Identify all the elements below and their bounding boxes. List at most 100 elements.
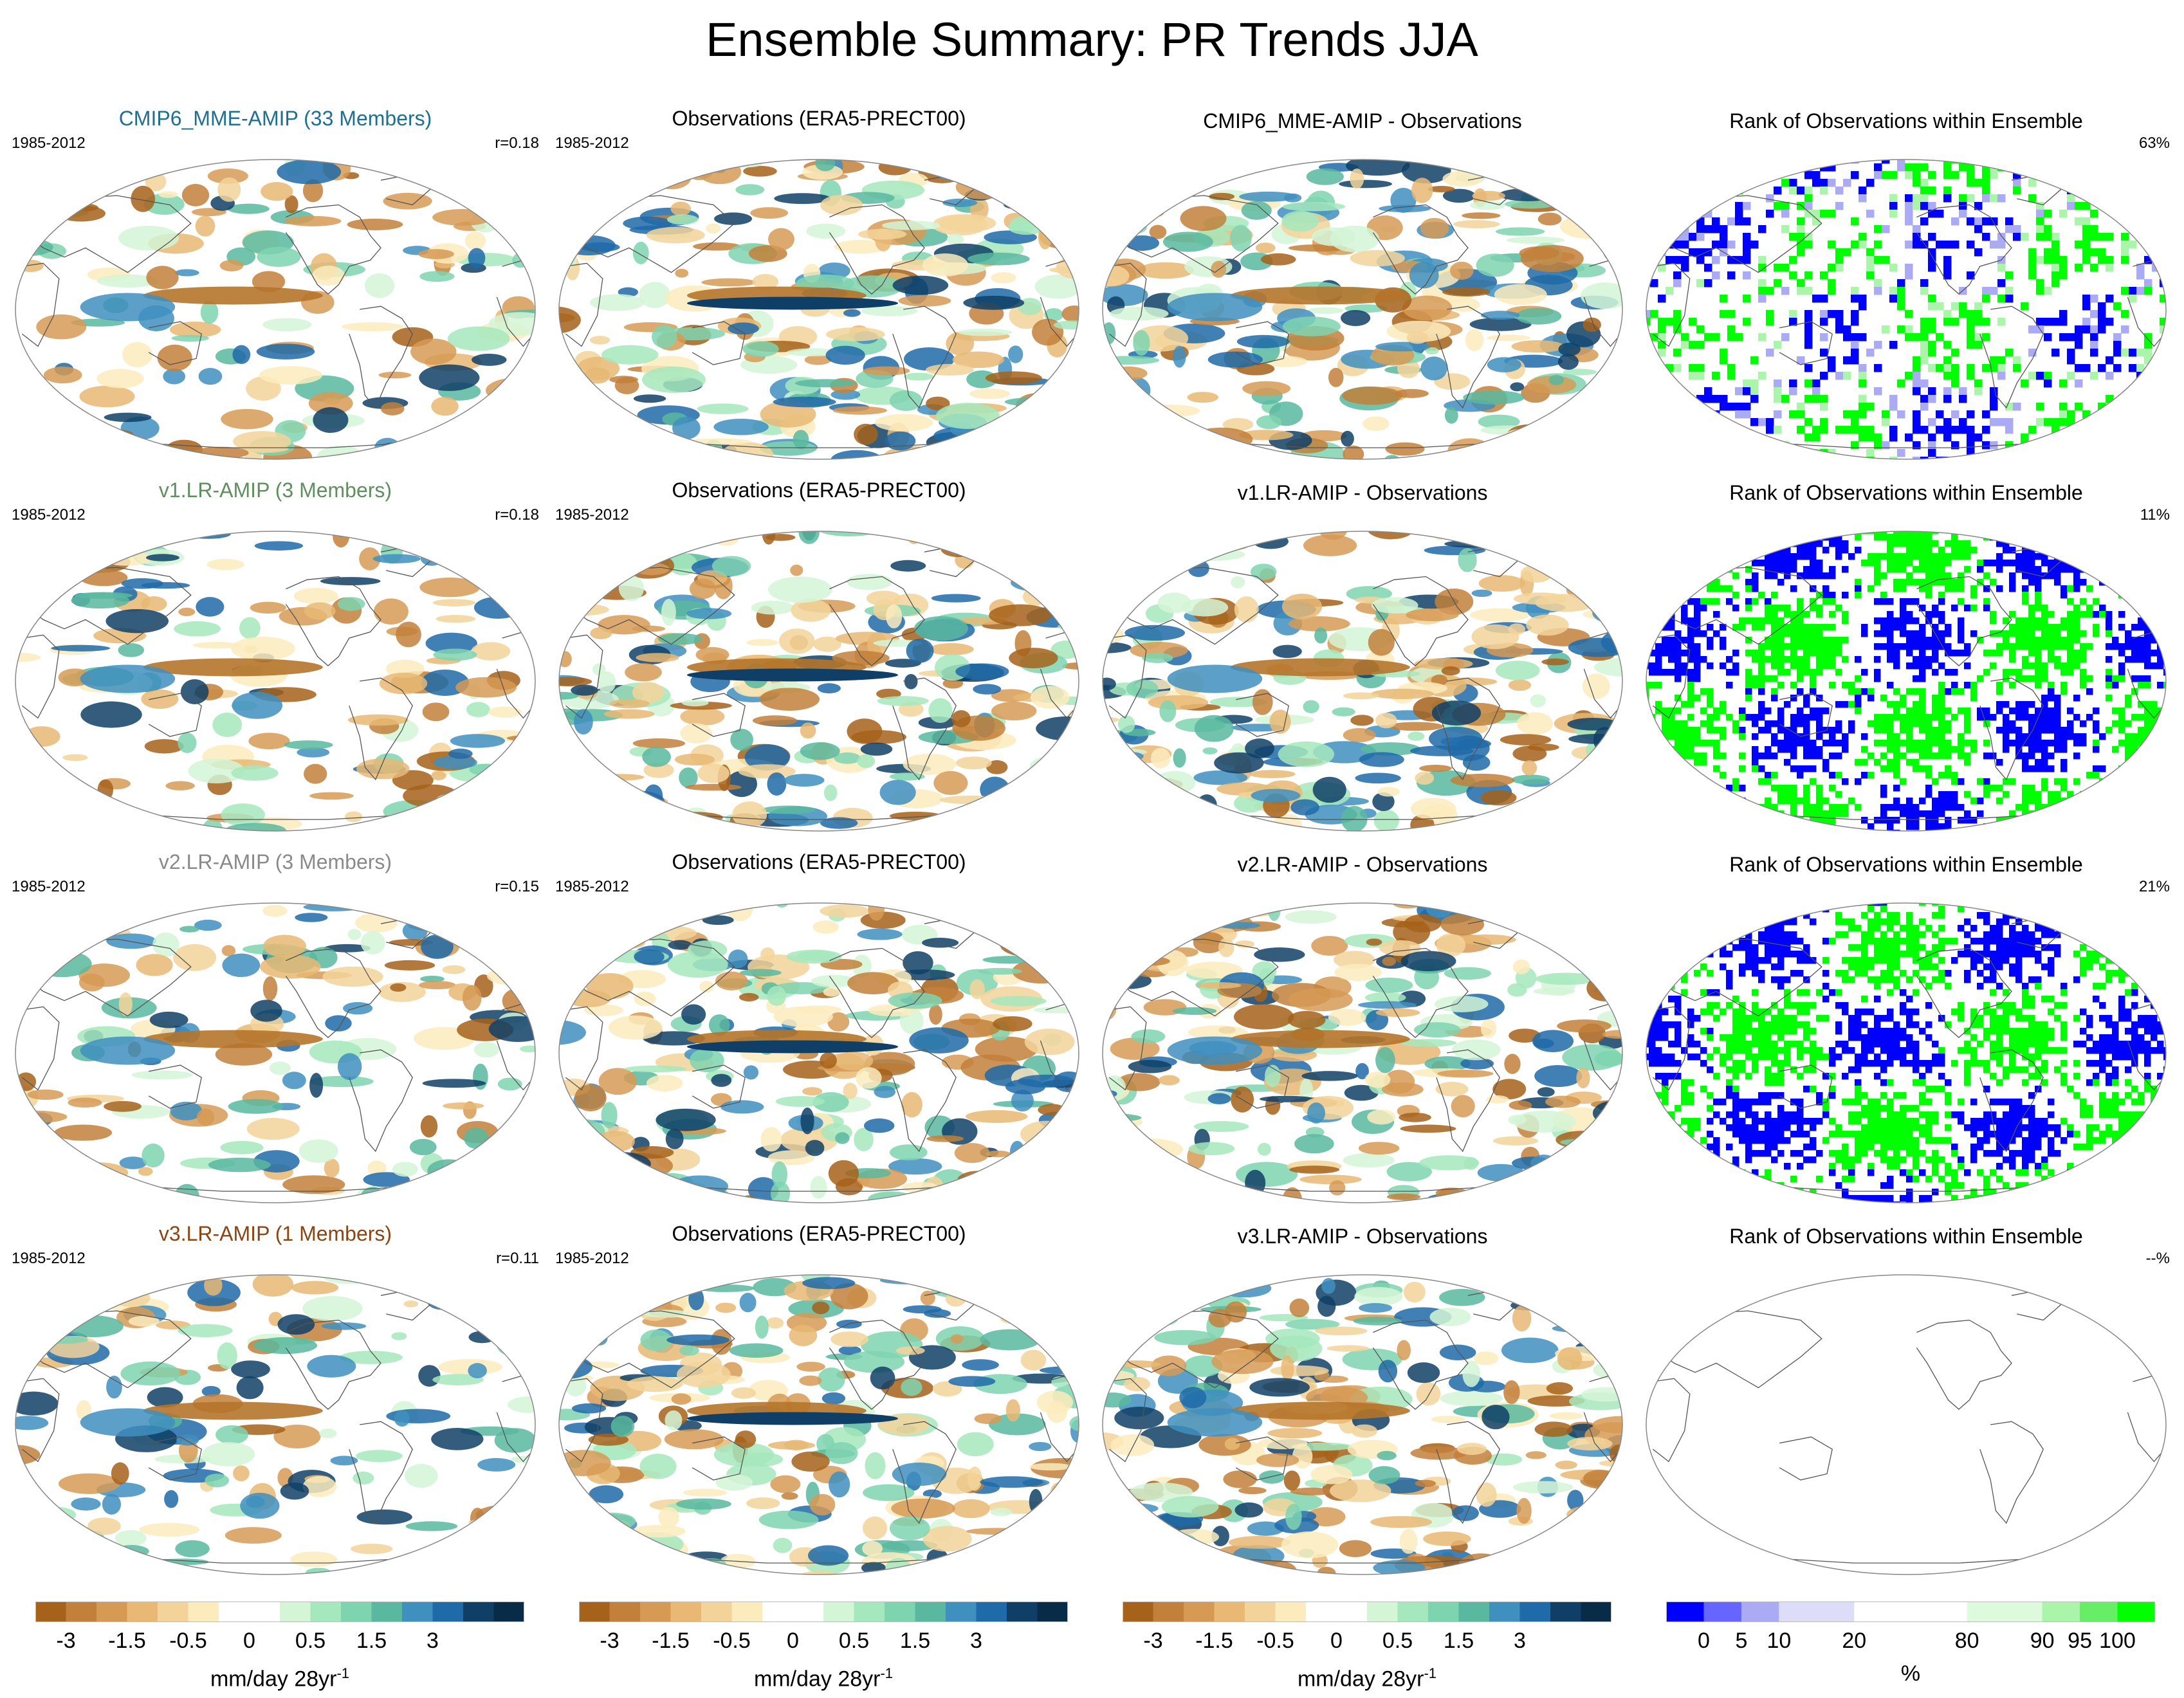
rank-cell <box>1668 643 1675 650</box>
rank-cell <box>1938 823 1945 830</box>
rank-cell <box>2125 740 2132 747</box>
trend-blob <box>1494 284 1547 306</box>
trend-blob <box>559 174 610 191</box>
trend-blob <box>1451 1095 1475 1118</box>
rank-cell <box>1712 241 1720 249</box>
trend-blob <box>520 1045 535 1053</box>
rank-cell <box>1835 248 1844 257</box>
rank-cell <box>1887 746 1894 753</box>
rank-cell <box>1810 585 1817 592</box>
trend-blob <box>857 754 876 769</box>
trend-blob <box>1185 962 1243 979</box>
rank-cell <box>1983 650 1990 657</box>
trend-blob <box>1514 163 1534 181</box>
rank-cell <box>2009 720 2016 727</box>
rank-cell <box>1668 637 1675 644</box>
trend-blob <box>990 996 1047 1007</box>
rank-cell <box>2044 372 2052 380</box>
rank-cell <box>1646 579 1649 586</box>
rank-cell <box>1668 733 1675 740</box>
rank-cell <box>1812 295 1821 303</box>
rank-cell <box>1887 765 1894 772</box>
rank-cell <box>2073 611 2080 618</box>
rank-cell <box>1739 624 1746 631</box>
rank-cell <box>1822 656 1830 663</box>
rank-cell <box>1943 341 1952 349</box>
trend-blob <box>282 1175 345 1194</box>
rank-cell <box>2003 720 2010 727</box>
rank-cell <box>1739 785 1746 792</box>
trend-blob <box>1585 423 1622 441</box>
trend-blob <box>874 1086 896 1099</box>
rank-cell <box>2041 637 2048 644</box>
rank-cell <box>1784 727 1791 734</box>
trend-blob <box>969 388 1011 399</box>
rank-cell <box>1928 248 1936 257</box>
trend-blob <box>414 441 446 459</box>
rank-cell <box>1887 566 1894 573</box>
rank-cell <box>1771 733 1778 740</box>
trend-blob <box>817 683 841 694</box>
rank-cell <box>1771 688 1778 695</box>
rank-cell <box>1945 669 1952 676</box>
trend-blob <box>559 197 569 205</box>
rank-cell <box>1745 566 1752 573</box>
rank-cell <box>1675 656 1682 663</box>
rank-cell <box>2118 643 2125 650</box>
rank-cell <box>2028 248 2037 257</box>
rank-cell <box>2009 624 2016 631</box>
rank-cell <box>2151 733 2158 740</box>
rank-cell <box>2073 662 2080 670</box>
rank-cell <box>2067 356 2075 365</box>
rank-cell <box>1919 534 1926 541</box>
rank-cell <box>1668 540 1675 547</box>
rank-cell <box>1750 356 1759 365</box>
rank-cell <box>1977 778 1984 785</box>
rank-cell <box>1822 547 1830 554</box>
trend-blob <box>1599 909 1622 937</box>
rank-cell <box>1925 566 1932 573</box>
trend-blob <box>208 1157 271 1173</box>
rank-cell <box>1835 534 1842 541</box>
trend-blob <box>1472 190 1505 201</box>
rank-cell <box>1687 534 1694 541</box>
globe-map <box>1646 531 2167 832</box>
rank-cell <box>1943 372 1952 380</box>
rank-cell <box>1774 187 1782 195</box>
rank-cell <box>1996 566 2003 573</box>
trend-blob <box>1020 1189 1069 1198</box>
trend-blob <box>1360 742 1421 756</box>
rank-cell <box>2009 643 2016 650</box>
rank-cell <box>1797 830 1804 831</box>
trend-blob <box>427 1159 470 1183</box>
rank-cell <box>1958 553 1965 560</box>
rank-cell <box>1977 810 1984 817</box>
rank-cell <box>2041 630 2048 637</box>
rank-cell <box>1720 395 1728 403</box>
rank-cell <box>1906 688 1913 695</box>
rank-cell <box>1855 547 1862 554</box>
rank-cell <box>1943 241 1952 249</box>
map-panel: CMIP6_MME-AMIP (33 Members) 1985-2012 r=0.… <box>12 103 539 463</box>
trend-blob <box>1610 1148 1622 1175</box>
rank-cell <box>1925 772 1932 779</box>
rank-cell <box>1662 547 1669 554</box>
rank-cell <box>2041 611 2048 618</box>
rank-cell <box>1893 759 1900 766</box>
trend-blob <box>1111 201 1175 209</box>
rank-cell <box>1743 241 1751 249</box>
trend-blob <box>1054 320 1079 330</box>
trend-blob <box>1050 376 1079 388</box>
rank-cell <box>1727 403 1736 411</box>
rank-cell <box>2106 727 2113 734</box>
rank-cell <box>1936 333 1944 342</box>
rank-cell <box>2144 560 2151 567</box>
rank-cell <box>2131 531 2138 534</box>
trend-blob <box>304 602 336 620</box>
rank-cell <box>1673 241 1682 249</box>
rank-cell <box>2044 256 2052 264</box>
trend-blob <box>138 1196 202 1203</box>
rank-cell <box>2013 187 2021 195</box>
rank-cell <box>2003 547 2010 554</box>
rank-cell <box>1829 785 1836 792</box>
